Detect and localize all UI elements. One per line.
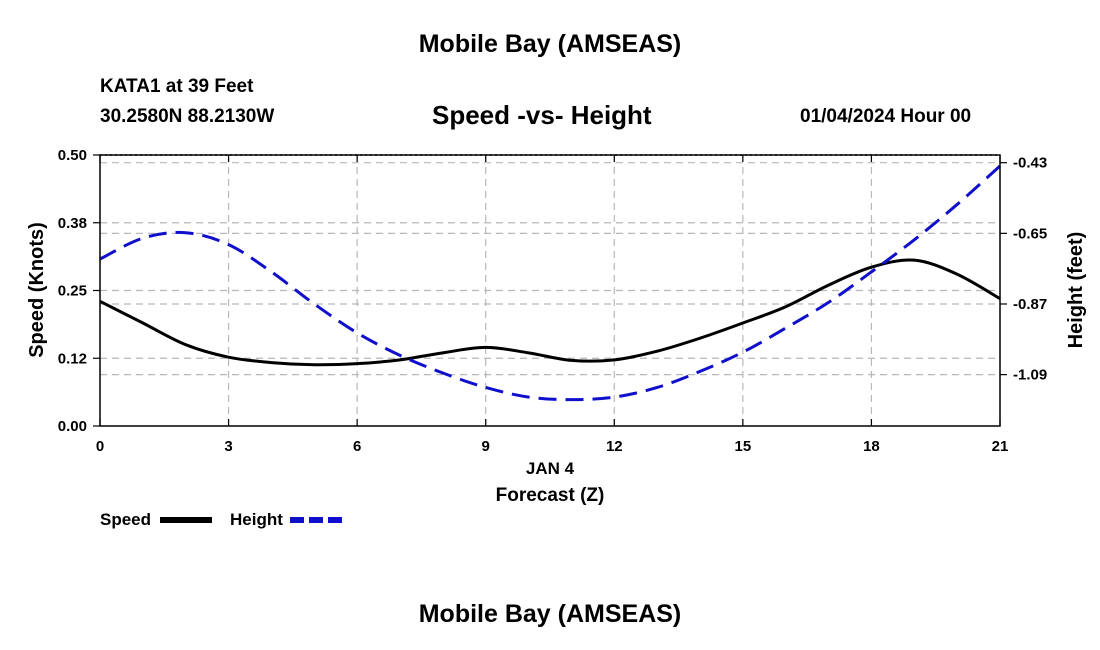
y2-tick-label: -1.09 bbox=[1013, 367, 1047, 384]
y2-tick-label: -0.43 bbox=[1013, 155, 1047, 172]
speed-series-line bbox=[99, 258, 1001, 367]
legend-speed-swatch bbox=[160, 517, 212, 523]
x-tick-label: 6 bbox=[353, 438, 361, 455]
y2-tick-label: -0.87 bbox=[1013, 296, 1047, 313]
y-axis-label: Speed (Knots) bbox=[26, 222, 48, 358]
station-label: KATA1 at 39 Feet bbox=[100, 76, 254, 97]
height-series-line bbox=[99, 164, 1002, 402]
y2-axis-label: Height (feet) bbox=[1065, 232, 1087, 349]
y-tick-label: 0.00 bbox=[58, 418, 87, 435]
x-axis-date-label: JAN 4 bbox=[526, 459, 575, 478]
x-tick-label: 21 bbox=[992, 438, 1009, 455]
x-tick-label: 18 bbox=[863, 438, 880, 455]
chart-title: Speed -vs- Height bbox=[432, 100, 652, 130]
y-tick-label: 0.50 bbox=[58, 147, 87, 164]
legend-speed-label: Speed bbox=[100, 510, 152, 529]
x-tick-label: 3 bbox=[224, 438, 232, 455]
y-tick-label: 0.38 bbox=[58, 215, 87, 232]
legend-height-swatch bbox=[290, 517, 342, 523]
legend-height-label: Height bbox=[230, 510, 283, 529]
x-tick-label: 9 bbox=[482, 438, 490, 455]
forecast-datetime: 01/04/2024 Hour 00 bbox=[800, 106, 972, 127]
footer-title: Mobile Bay (AMSEAS) bbox=[418, 600, 682, 628]
series-layer bbox=[99, 164, 1002, 402]
grid-layer bbox=[100, 154, 1000, 426]
tick-layer: 0 3 6 9 12 15 18 21 0.00 0.12 0.25 0.38 0.50 -0.43 -0.… bbox=[58, 147, 1047, 455]
x-tick-label: 0 bbox=[96, 438, 104, 455]
station-coords: 30.2580N 88.2130W bbox=[100, 106, 275, 127]
y-tick-label: 0.12 bbox=[58, 350, 87, 367]
y2-tick-label: -0.65 bbox=[1013, 225, 1047, 242]
speed-height-chart: 0 3 6 9 12 15 18 21 0.00 0.12 0.25 0.38 0.50 -0.43 -0.… bbox=[26, 147, 1087, 506]
x-tick-label: 12 bbox=[606, 438, 623, 455]
page-title: Mobile Bay (AMSEAS) bbox=[418, 30, 682, 58]
x-tick-label: 15 bbox=[735, 438, 752, 455]
y-tick-label: 0.25 bbox=[58, 283, 87, 300]
x-axis-label: Forecast (Z) bbox=[496, 485, 605, 506]
